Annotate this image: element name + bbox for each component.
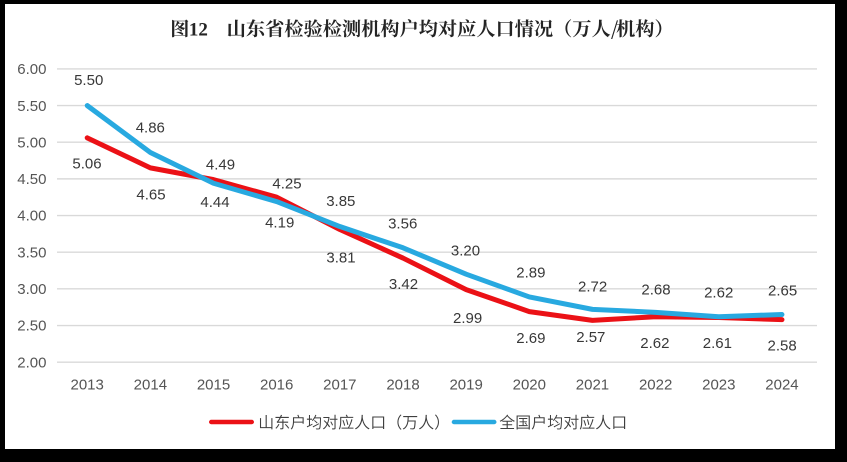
svg-text:2017: 2017 [323, 376, 356, 393]
svg-text:5.00: 5.00 [17, 134, 46, 151]
svg-text:2.69: 2.69 [516, 330, 545, 347]
svg-text:2023: 2023 [702, 376, 735, 393]
svg-text:3.56: 3.56 [388, 216, 417, 233]
svg-text:4.25: 4.25 [272, 176, 301, 193]
svg-text:3.50: 3.50 [17, 244, 46, 261]
svg-text:4.86: 4.86 [136, 120, 165, 137]
svg-text:3.85: 3.85 [326, 193, 355, 210]
svg-text:2019: 2019 [449, 376, 482, 393]
svg-text:3.20: 3.20 [451, 243, 480, 260]
svg-text:4.49: 4.49 [206, 157, 235, 174]
svg-text:2014: 2014 [134, 376, 167, 393]
svg-text:4.65: 4.65 [136, 186, 165, 203]
svg-text:6.00: 6.00 [17, 61, 46, 78]
svg-text:2.61: 2.61 [703, 335, 732, 352]
svg-text:3.00: 3.00 [17, 281, 46, 298]
svg-text:4.19: 4.19 [265, 215, 294, 232]
svg-text:2020: 2020 [513, 376, 546, 393]
svg-text:2.99: 2.99 [453, 310, 482, 327]
svg-text:2.57: 2.57 [576, 329, 605, 346]
svg-text:2.58: 2.58 [767, 338, 796, 355]
svg-text:3.42: 3.42 [389, 276, 418, 293]
svg-text:5.50: 5.50 [17, 98, 46, 115]
svg-text:2.72: 2.72 [578, 278, 607, 295]
svg-text:3.81: 3.81 [326, 250, 355, 267]
svg-text:2024: 2024 [765, 376, 798, 393]
svg-text:4.44: 4.44 [200, 194, 229, 211]
svg-text:5.06: 5.06 [72, 156, 101, 173]
svg-text:2021: 2021 [576, 376, 609, 393]
svg-text:4.00: 4.00 [17, 208, 46, 225]
svg-text:4.50: 4.50 [17, 171, 46, 188]
svg-text:2018: 2018 [386, 376, 419, 393]
svg-text:2016: 2016 [260, 376, 293, 393]
svg-text:2.62: 2.62 [704, 285, 733, 302]
svg-text:2013: 2013 [71, 376, 104, 393]
svg-text:2.50: 2.50 [17, 318, 46, 335]
svg-text:2.65: 2.65 [768, 282, 797, 299]
svg-text:5.50: 5.50 [74, 72, 103, 89]
svg-text:2.89: 2.89 [516, 265, 545, 282]
svg-text:2015: 2015 [197, 376, 230, 393]
svg-text:2022: 2022 [639, 376, 672, 393]
svg-text:2.62: 2.62 [640, 335, 669, 352]
svg-text:2.68: 2.68 [641, 281, 670, 298]
svg-text:12: 12 [189, 20, 208, 41]
svg-text:2.00: 2.00 [17, 354, 46, 371]
